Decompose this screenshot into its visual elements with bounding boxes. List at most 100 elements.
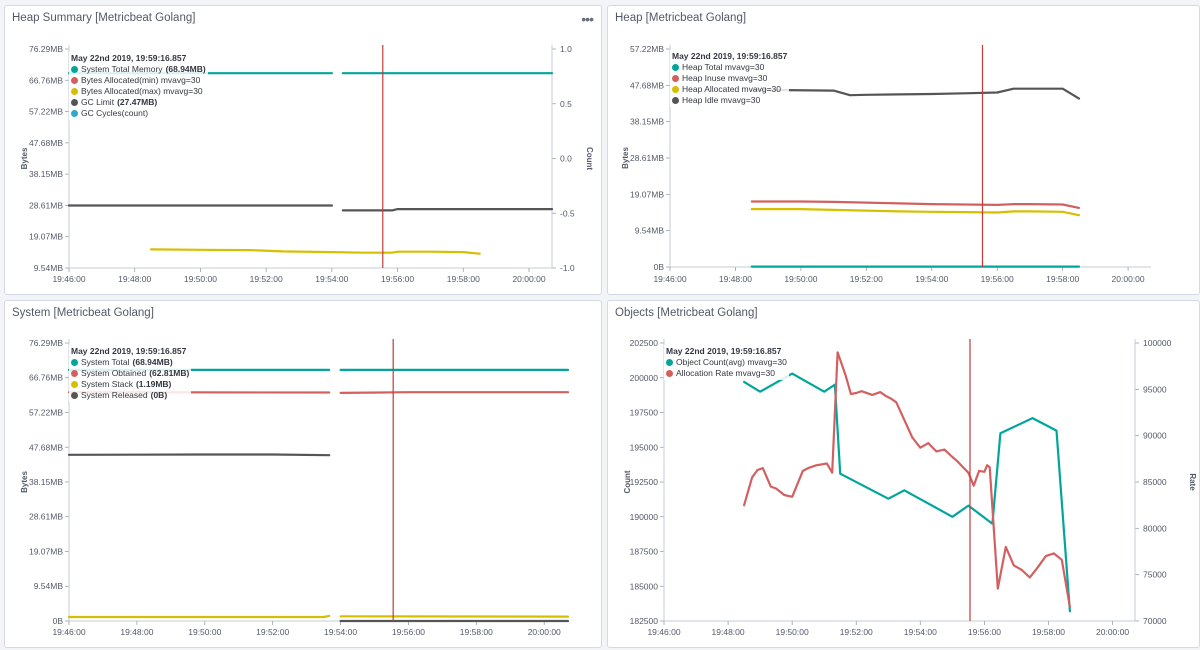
x-tick-label: 19:50:00 xyxy=(776,627,809,637)
x-tick-label: 19:48:00 xyxy=(712,627,745,637)
tooltip-header: May 22nd 2019, 19:59:16.857 xyxy=(71,53,187,63)
chart-tooltip: May 22nd 2019, 19:59:16.857 Object Count… xyxy=(664,345,789,380)
panel-options-icon[interactable]: ••• xyxy=(581,11,594,27)
x-tick-label: 19:50:00 xyxy=(784,274,817,284)
y2-tick-label: 85000 xyxy=(1143,477,1167,487)
y-axis-title: Bytes xyxy=(20,147,29,169)
series-line xyxy=(750,87,1081,100)
y-tick-label: 38.15MB xyxy=(29,169,63,179)
tooltip-item: System Stack (1.19MB) xyxy=(71,379,189,390)
y-tick-label: 9.54MB xyxy=(34,581,64,591)
heap-chart[interactable]: 0B 9.54MB 19.07MB 28.61MB 38.15MB 47.68MB 57.2… xyxy=(608,6,1200,296)
y2-tick-label: -0.5 xyxy=(560,208,575,218)
tooltip-item: Heap Allocated mvavg=30 xyxy=(672,84,787,95)
x-tick-label: 19:54:00 xyxy=(324,627,357,637)
x-tick-label: 19:46:00 xyxy=(647,627,680,637)
series-dot-icon xyxy=(71,88,78,95)
y-tick-label: 202500 xyxy=(630,338,659,348)
tooltip-item: Heap Total mvavg=30 xyxy=(672,62,787,73)
system-chart[interactable]: 0B 9.54MB 19.07MB 28.61MB 38.15MB 47.68MB 57.2… xyxy=(5,301,603,649)
y-tick-label: 19.07MB xyxy=(29,232,63,242)
y-tick-label: 9.54MB xyxy=(34,263,64,273)
series-dot-icon xyxy=(71,77,78,84)
tooltip-item: System Total Memory (68.94MB) xyxy=(71,64,206,75)
heap-summary-panel: Heap Summary [Metricbeat Golang] ••• 9.5… xyxy=(4,5,602,295)
chart-tooltip: May 22nd 2019, 19:59:16.857 System Total… xyxy=(69,345,192,402)
series-line xyxy=(150,248,481,255)
series-dot-icon xyxy=(71,110,78,117)
y-tick-label: 38.15MB xyxy=(29,477,63,487)
x-tick-label: 19:46:00 xyxy=(52,274,85,284)
x-tick-label: 19:52:00 xyxy=(840,627,873,637)
objects-chart[interactable]: 182500 185000 187500 190000 192500 195000 1975… xyxy=(608,301,1200,649)
x-tick-label: 19:50:00 xyxy=(188,627,221,637)
x-tick-label: 19:54:00 xyxy=(915,274,948,284)
series-line xyxy=(743,372,1071,613)
y-tick-label: 187500 xyxy=(630,547,659,557)
x-tick-label: 19:58:00 xyxy=(1046,274,1079,284)
objects-panel: Objects [Metricbeat Golang] 182500 185000… xyxy=(607,300,1200,648)
x-tick-label: 20:00:00 xyxy=(1112,274,1145,284)
x-tick-label: 19:46:00 xyxy=(653,274,686,284)
x-tick-label: 19:52:00 xyxy=(256,627,289,637)
series-dot-icon xyxy=(672,64,679,71)
series-line xyxy=(750,208,1081,217)
x-tick-label: 19:56:00 xyxy=(392,627,425,637)
x-tick-label: 19:48:00 xyxy=(719,274,752,284)
series-dot-icon xyxy=(672,97,679,104)
y-tick-label: 192500 xyxy=(630,477,659,487)
y-tick-label: 38.15MB xyxy=(630,117,664,127)
y2-tick-label: 80000 xyxy=(1143,523,1167,533)
y2-tick-label: 75000 xyxy=(1143,570,1167,580)
y2-tick-label: 0.5 xyxy=(560,99,572,109)
y-tick-label: 185000 xyxy=(630,581,659,591)
tooltip-item: System Obtained (62.81MB) xyxy=(71,368,189,379)
x-tick-label: 19:52:00 xyxy=(850,274,883,284)
series-line xyxy=(743,351,1071,609)
x-tick-label: 19:56:00 xyxy=(981,274,1014,284)
y-tick-label: 195000 xyxy=(630,442,659,452)
y-tick-label: 28.61MB xyxy=(29,200,63,210)
y2-axis-title: Rate xyxy=(1188,473,1197,491)
series-dot-icon xyxy=(71,370,78,377)
y-tick-label: 66.76MB xyxy=(29,373,63,383)
series-dot-icon xyxy=(71,359,78,366)
y-tick-label: 57.22MB xyxy=(29,107,63,117)
series-dot-icon xyxy=(71,392,78,399)
y2-tick-label: 70000 xyxy=(1143,616,1167,626)
series-dot-icon xyxy=(672,86,679,93)
tooltip-item: Object Count(avg) mvavg=30 xyxy=(666,357,787,368)
y-tick-label: 47.68MB xyxy=(630,80,664,90)
panel-title: Heap [Metricbeat Golang] xyxy=(615,12,747,24)
series-dot-icon xyxy=(71,99,78,106)
tooltip-header: May 22nd 2019, 19:59:16.857 xyxy=(672,51,788,61)
y-axis-title: Bytes xyxy=(621,147,630,169)
y-tick-label: 28.61MB xyxy=(29,512,63,522)
x-tick-label: 19:46:00 xyxy=(52,627,85,637)
y-tick-label: 47.68MB xyxy=(29,138,63,148)
y2-axis-title: Count xyxy=(585,147,594,170)
heap-summary-chart[interactable]: 9.54MB 19.07MB 28.61MB 38.15MB 47.68MB 57.22M… xyxy=(5,6,603,296)
y-tick-label: 28.61MB xyxy=(630,153,664,163)
x-tick-label: 19:50:00 xyxy=(184,274,217,284)
x-tick-label: 19:58:00 xyxy=(1032,627,1065,637)
x-tick-label: 19:54:00 xyxy=(315,274,348,284)
x-tick-label: 20:00:00 xyxy=(512,274,545,284)
x-tick-label: 20:00:00 xyxy=(1096,627,1129,637)
y-tick-label: 57.22MB xyxy=(29,407,63,417)
tooltip-item: GC Limit (27.47MB) xyxy=(71,97,206,108)
y2-tick-label: 95000 xyxy=(1143,384,1167,394)
y-tick-label: 0B xyxy=(654,262,665,272)
x-tick-label: 19:56:00 xyxy=(968,627,1001,637)
chart-tooltip: May 22nd 2019, 19:59:16.857 Heap Total m… xyxy=(670,50,790,107)
tooltip-item: System Total (68.94MB) xyxy=(71,357,189,368)
y-tick-label: 19.07MB xyxy=(630,189,664,199)
chart-tooltip: May 22nd 2019, 19:59:16.857 System Total… xyxy=(69,52,208,120)
tooltip-item: System Released (0B) xyxy=(71,390,189,401)
y-tick-label: 76.29MB xyxy=(29,44,63,54)
x-tick-label: 19:54:00 xyxy=(904,627,937,637)
tooltip-item: Bytes Allocated(min) mvavg=30 xyxy=(71,75,206,86)
tooltip-item: Heap Idle mvavg=30 xyxy=(672,95,787,106)
y-tick-label: 76.29MB xyxy=(29,338,63,348)
y2-tick-label: 90000 xyxy=(1143,431,1167,441)
